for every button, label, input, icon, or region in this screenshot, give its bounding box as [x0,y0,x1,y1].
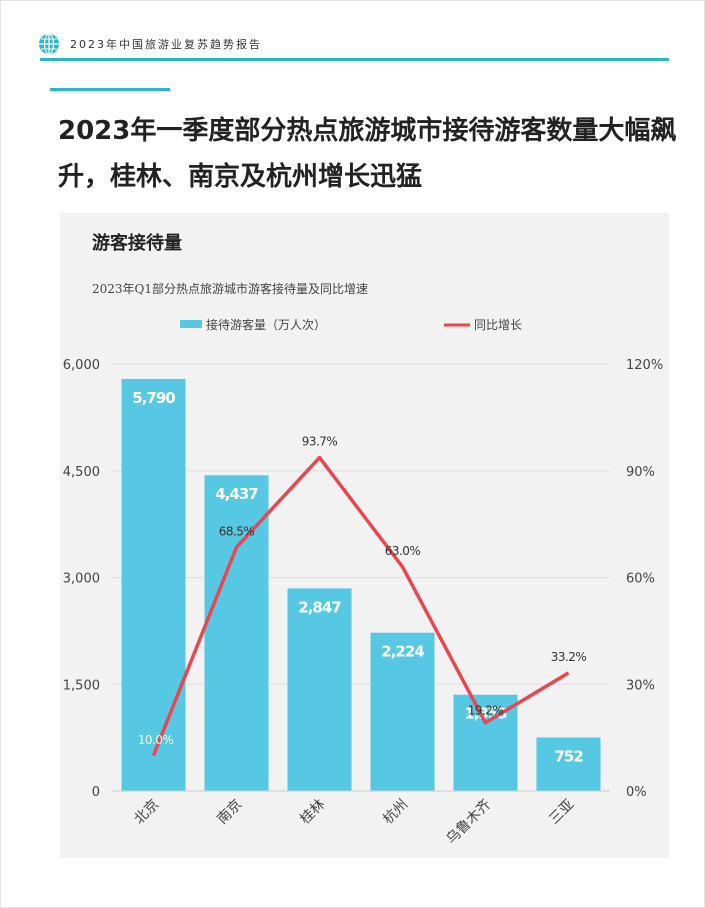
globe-icon [39,33,59,55]
line-value-label: 33.2% [551,650,587,664]
bar-value-label: 5,790 [132,389,175,407]
bar [204,475,269,791]
bar-value-label: 752 [554,747,583,765]
bar [536,737,601,791]
y-left-tick-label: 4,500 [63,465,100,480]
bar-value-label: 2,224 [381,643,424,661]
bar-value-label: 1,353 [464,705,507,723]
bar-value-label: 2,847 [298,598,341,616]
y-left-tick-label: 3,000 [63,572,100,587]
chart-title: 2023年Q1部分热点旅游城市游客接待量及同比增速 [92,282,369,296]
legend-swatch-bar [180,320,202,328]
y-left-tick-label: 1,500 [63,678,100,693]
y-right-tick-label: 30% [626,678,655,693]
legend-label-bar: 接待游客量（万人次） [206,317,326,332]
bar [370,632,435,791]
x-tick-label: 乌鲁木齐 [443,797,494,848]
report-title: 2023年中国旅游业复苏趋势报告 [70,38,262,51]
line-value-label: 68.5% [219,524,255,538]
y-left-tick-label: 6,000 [63,358,100,373]
headline-line2: 升，桂林、南京及杭州增长迅猛 [58,162,423,192]
y-left-tick-label: 0 [92,785,100,800]
bar [121,378,186,791]
legend-label-line: 同比增长 [474,318,522,332]
y-right-tick-label: 90% [626,465,655,480]
y-right-tick-label: 0% [626,785,647,800]
x-tick-label: 三亚 [546,797,577,828]
title-accent-bar [50,88,170,91]
growth-line [151,455,570,757]
x-tick-label: 杭州 [380,797,411,828]
line-value-label: 10.0% [138,733,174,747]
bar [287,588,352,791]
header-divider [40,58,669,61]
panel-title: 游客接待量 [92,233,182,254]
headline: 2023年一季度部分热点旅游城市接待游客数量大幅飙 升，桂林、南京及杭州增长迅猛 [58,108,688,200]
line-value-label: 19.2% [468,704,504,718]
x-tick-label: 桂林 [297,797,328,828]
headline-line1: 2023年一季度部分热点旅游城市接待游客数量大幅飙 [58,116,677,146]
line-value-label: 93.7% [302,435,338,449]
x-tick-label: 北京 [131,797,162,828]
line-value-label: 63.0% [385,544,421,558]
y-right-tick-label: 60% [626,572,655,587]
y-right-tick-label: 120% [626,358,663,373]
x-tick-label: 南京 [214,797,245,828]
bar-value-label: 4,437 [215,485,258,503]
report-header: 2023年中国旅游业复苏趋势报告 [38,30,262,58]
